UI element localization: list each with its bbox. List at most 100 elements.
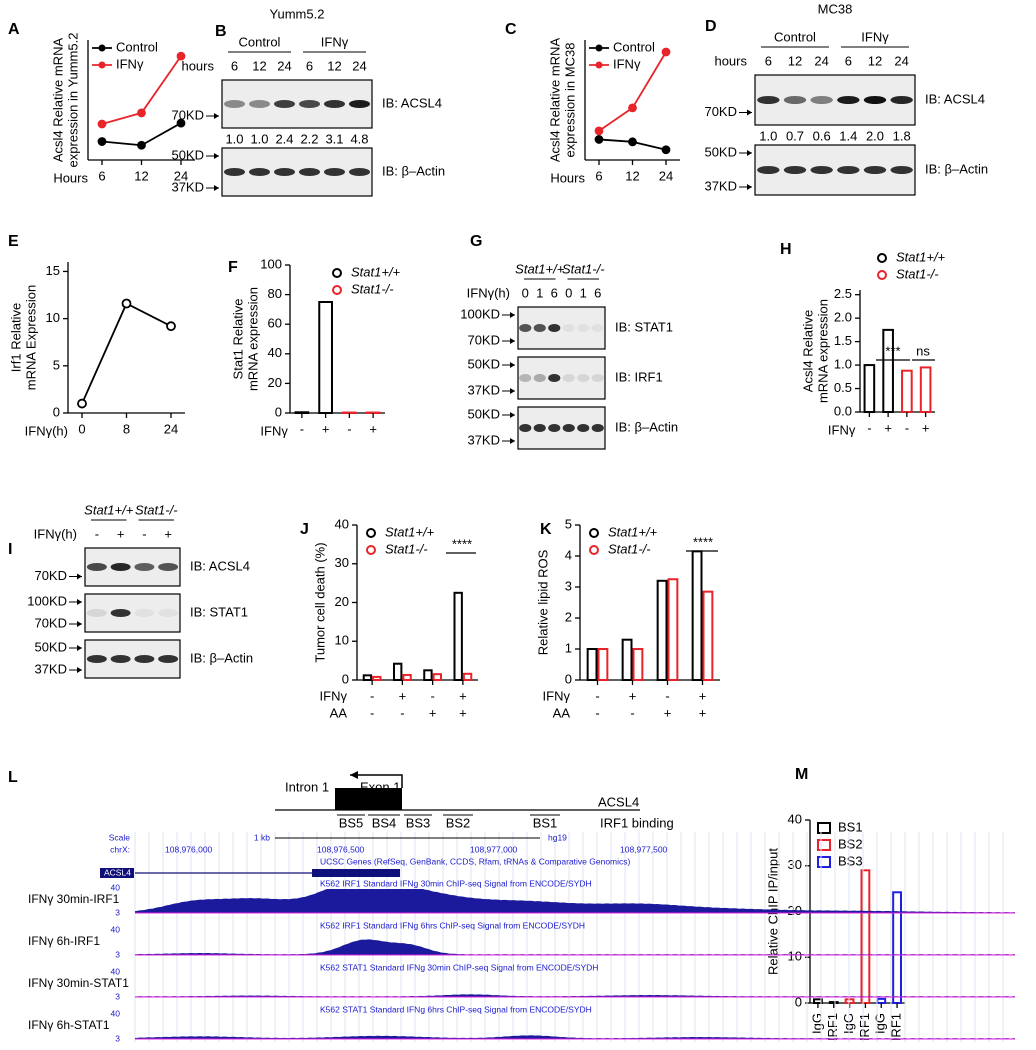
point <box>97 119 107 129</box>
legend-marker <box>589 545 599 555</box>
x-row-label: IFNγ <box>543 688 571 703</box>
band <box>224 100 245 108</box>
position: 108,977,000 <box>470 844 518 854</box>
band <box>757 96 780 104</box>
band <box>110 563 131 571</box>
band <box>757 166 780 174</box>
bar <box>432 673 443 681</box>
point <box>661 145 671 155</box>
legend-marker <box>817 822 831 834</box>
marker-arrowhead <box>214 113 219 119</box>
band <box>863 166 887 174</box>
marker-arrowhead <box>77 573 82 580</box>
group-label: Control <box>239 34 281 49</box>
blot-frame <box>517 306 606 350</box>
track-max: 40 <box>111 882 121 892</box>
intron-label: Intron 1 <box>285 779 329 794</box>
size-marker: 70KD <box>171 107 204 122</box>
binding-site: BS4 <box>372 815 397 830</box>
y-tick-label: 20 <box>268 375 282 390</box>
x-row-value: - <box>370 688 374 703</box>
legend-label: Stat1-/- <box>608 541 651 556</box>
blot-title: MC38 <box>818 1 853 16</box>
band <box>274 168 295 176</box>
x-tick-label: 24 <box>659 168 673 183</box>
y-tick-label: 2 <box>565 609 572 624</box>
legend-marker <box>595 44 603 52</box>
band <box>591 324 604 332</box>
band <box>224 168 245 176</box>
point <box>121 298 132 309</box>
x-axis-label: Hours <box>53 170 88 185</box>
group-label: IFNγ <box>321 34 349 49</box>
x-row-value: - <box>595 688 599 703</box>
band <box>158 609 179 617</box>
band <box>519 324 532 332</box>
marker-arrowhead <box>510 362 515 368</box>
gene-label: ACSL4 <box>598 794 639 809</box>
position: 108,977,500 <box>620 844 668 854</box>
track-min: 3 <box>115 949 120 959</box>
quantification: 0.6 <box>813 128 831 143</box>
legend-label: Stat1-/- <box>385 541 428 556</box>
band <box>299 100 320 108</box>
x-row-value: - <box>430 688 434 703</box>
y-tick-label: 5 <box>565 516 572 531</box>
panel-label: K <box>540 521 552 538</box>
group-label: Stat1-/- <box>562 261 605 276</box>
band <box>274 100 295 108</box>
track-description: K562 STAT1 Standard IFNg 30min ChIP-seq … <box>320 962 598 972</box>
band <box>86 563 107 571</box>
band <box>548 374 561 382</box>
size-marker: 100KD <box>27 593 67 608</box>
y-tick-label: 20 <box>335 594 349 609</box>
marker-arrowhead <box>510 312 515 318</box>
lane: 6 <box>306 58 313 73</box>
x-row-value: + <box>699 705 707 720</box>
lane-label: hours <box>714 53 747 68</box>
bar <box>372 675 382 682</box>
quantification: 2.2 <box>300 131 318 146</box>
binding-site: BS1 <box>533 815 558 830</box>
band <box>837 96 860 104</box>
lane: 6 <box>845 53 852 68</box>
exon-box <box>335 788 402 810</box>
x-tick-label: 6 <box>595 168 602 183</box>
blot-title: Yumm5.2 <box>270 6 325 21</box>
marker-arrowhead <box>747 109 752 116</box>
band <box>349 100 370 108</box>
blot-frame <box>221 79 373 129</box>
track-name: IFNγ 6h-IRF1 <box>28 934 100 948</box>
point <box>661 47 671 57</box>
point <box>137 140 146 150</box>
y-tick-label: 0 <box>342 671 349 686</box>
x-row-value: + <box>399 688 407 703</box>
x-tick-label: + <box>322 421 330 436</box>
x-axis-label: IFNγ(h) <box>25 423 68 438</box>
chrom: chrX: <box>110 844 130 854</box>
panel-label: L <box>8 769 18 786</box>
x-row-value: - <box>595 705 599 720</box>
y-tick-label: 10 <box>788 949 802 964</box>
lane: 6 <box>551 285 558 300</box>
marker-arrowhead <box>77 667 82 673</box>
marker-arrowhead <box>77 645 82 651</box>
lane: 24 <box>277 58 291 73</box>
point <box>77 398 87 409</box>
legend-marker <box>817 839 831 851</box>
x-tick-label: - <box>300 421 304 436</box>
quantification: 1.4 <box>839 128 857 143</box>
bar <box>621 638 633 682</box>
blot-label: IB: IRF1 <box>615 369 663 384</box>
lane-label: IFNγ(h) <box>34 526 77 541</box>
bar <box>691 550 703 681</box>
annotation: **** <box>452 536 472 551</box>
band <box>533 424 546 432</box>
blot-label: IB: β–Actin <box>925 161 988 176</box>
track-description: K562 STAT1 Standard IFNg 6hrs ChIP-seq S… <box>320 1004 592 1014</box>
x-tick-label: IgG <box>809 1013 824 1034</box>
bar <box>863 364 876 414</box>
size-marker: 70KD <box>34 568 67 583</box>
